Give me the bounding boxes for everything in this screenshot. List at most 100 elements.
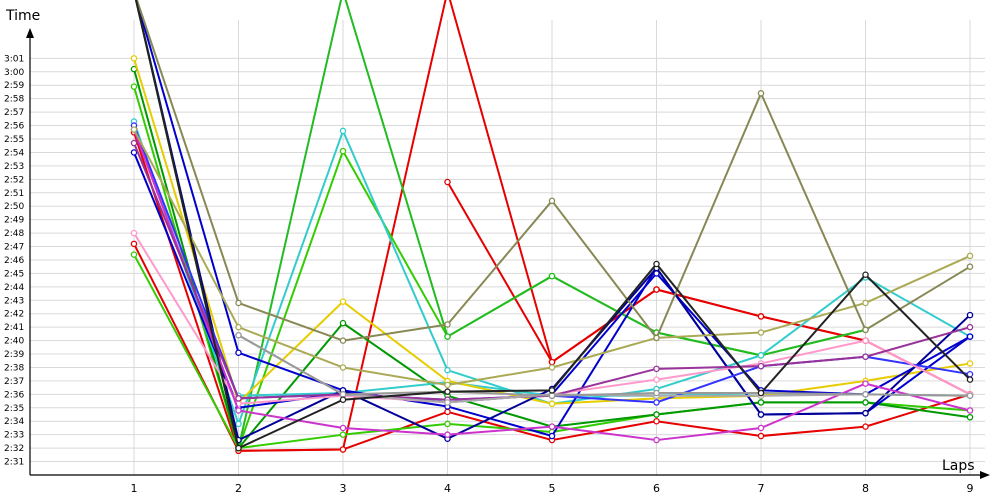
y-tick-label: 2:33 (4, 431, 24, 441)
data-point (966, 407, 974, 414)
data-point (966, 376, 974, 383)
y-tick-label: 3:01 (4, 54, 24, 64)
data-point (339, 319, 347, 327)
y-tick-label: 2:57 (4, 108, 24, 118)
data-point (548, 272, 556, 280)
data-point (444, 333, 451, 340)
x-tick-label: 3 (340, 482, 347, 495)
y-tick-label: 2:41 (4, 323, 24, 333)
series-3 (444, 178, 869, 366)
y-tick-label: 2:38 (4, 363, 24, 373)
axes (26, 28, 990, 479)
y-tick-label: 2:42 (4, 310, 24, 320)
y-tick-label: 2:46 (4, 256, 24, 266)
data-point (235, 323, 242, 331)
data-point (235, 349, 242, 356)
data-point (862, 391, 869, 398)
y-tick-label: 2:59 (4, 81, 24, 91)
data-point (653, 417, 660, 425)
data-point (548, 358, 556, 366)
data-point (130, 251, 138, 258)
y-tick-label: 2:37 (4, 377, 24, 387)
data-point (235, 407, 242, 414)
data-point (862, 271, 869, 278)
data-point (966, 323, 974, 331)
data-point (235, 331, 242, 339)
data-point (548, 432, 556, 440)
data-point (339, 446, 347, 453)
data-point (130, 229, 138, 237)
data-point (862, 337, 869, 344)
series-line (134, 0, 866, 450)
y-tick-label: 2:31 (4, 458, 24, 468)
data-point (966, 252, 974, 260)
data-point (444, 420, 451, 428)
data-point (235, 395, 242, 402)
series-7 (134, 0, 869, 452)
data-point (966, 360, 974, 367)
data-point (339, 298, 347, 305)
data-point (757, 90, 765, 97)
data-point (130, 126, 138, 133)
x-tick-label: 1 (131, 482, 138, 495)
data-point (444, 408, 451, 416)
x-tick-label: 9 (967, 482, 974, 495)
y-tick-label: 2:35 (4, 404, 24, 414)
data-point (757, 389, 765, 397)
data-point (444, 388, 451, 395)
data-point (757, 329, 765, 336)
x-tick-label: 2 (235, 482, 242, 495)
y-tick-label: 2:50 (4, 202, 24, 212)
data-point (653, 399, 660, 406)
y-tick-label: 2:58 (4, 95, 24, 105)
y-tick-label: 2:36 (4, 390, 24, 400)
y-tick-label: 2:49 (4, 216, 24, 226)
data-point (757, 411, 765, 418)
data-point (862, 299, 869, 307)
y-axis-title: Time (5, 8, 40, 24)
data-point (444, 381, 451, 389)
data-point (444, 366, 451, 374)
data-point (235, 299, 242, 307)
data-point (444, 321, 451, 328)
data-point (653, 260, 660, 268)
data-point (757, 313, 765, 320)
data-point (130, 240, 138, 248)
data-point (130, 55, 138, 62)
data-point (653, 365, 660, 373)
data-point (757, 399, 765, 406)
data-point (653, 376, 660, 383)
data-point (862, 409, 869, 417)
y-tick-label: 2:40 (4, 337, 24, 347)
y-tick-label: 2:47 (4, 243, 24, 253)
data-point (339, 147, 347, 155)
data-point (130, 83, 138, 90)
series-20 (235, 331, 974, 399)
data-point (339, 127, 347, 135)
data-point (339, 424, 347, 432)
data-point (235, 444, 242, 452)
data-point (548, 423, 556, 430)
data-point (653, 436, 660, 444)
y-tick-label: 2:48 (4, 229, 24, 239)
x-axis-arrow (980, 471, 990, 479)
x-tick-label: 8 (862, 482, 869, 495)
y-tick-label: 2:56 (4, 122, 24, 132)
data-point (548, 364, 556, 371)
data-point (653, 411, 660, 418)
data-point (130, 139, 138, 147)
data-point (966, 311, 974, 319)
data-point (339, 337, 347, 344)
data-point (862, 353, 869, 360)
y-tick-label: 2:34 (4, 417, 24, 427)
data-point (757, 362, 765, 370)
y-tick-label: 2:55 (4, 135, 24, 145)
data-point (966, 263, 974, 270)
series-line (238, 334, 971, 397)
series-lines (130, 0, 974, 455)
y-tick-label: 2:45 (4, 269, 24, 279)
data-point (653, 334, 660, 342)
y-tick-label: 3:00 (4, 68, 24, 78)
